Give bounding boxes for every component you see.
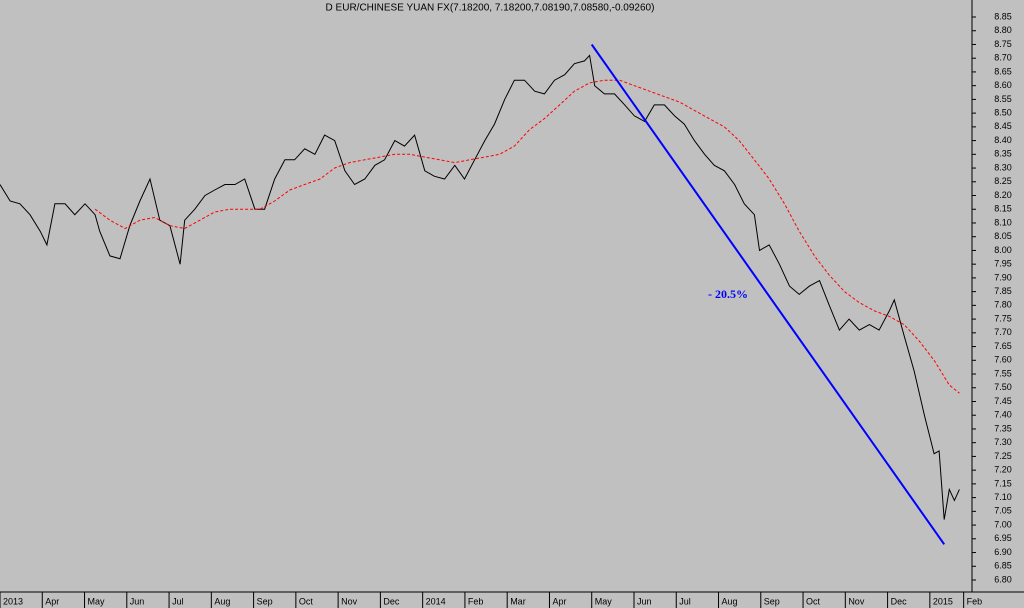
y-tick-label: 8.75 (994, 39, 1012, 49)
y-tick-label: 8.10 (994, 217, 1012, 227)
chart-title: D EUR/CHINESE YUAN FX(7.18200, 7.18200,7… (326, 3, 655, 14)
y-tick-label: 7.80 (994, 300, 1012, 310)
x-tick-label: Dec (891, 596, 908, 606)
y-tick-label: 7.00 (994, 519, 1012, 529)
x-tick-label: Jun (637, 596, 652, 606)
y-tick-label: 7.60 (994, 355, 1012, 365)
y-tick-label: 8.20 (994, 190, 1012, 200)
y-tick-label: 6.95 (994, 533, 1012, 543)
y-tick-label: 7.35 (994, 423, 1012, 433)
x-tick-label: May (88, 596, 106, 606)
y-tick-label: 7.20 (994, 465, 1012, 475)
y-tick-label: 8.45 (994, 121, 1012, 131)
y-tick-label: 8.65 (994, 66, 1012, 76)
y-tick-label: 7.70 (994, 327, 1012, 337)
y-tick-label: 7.40 (994, 410, 1012, 420)
y-tick-label: 8.05 (994, 231, 1012, 241)
x-tick-label: Jul (679, 596, 691, 606)
y-tick-label: 7.30 (994, 437, 1012, 447)
annotation: - 20.5% (708, 287, 748, 301)
x-tick-label: Oct (806, 596, 821, 606)
y-tick-label: 7.55 (994, 368, 1012, 378)
y-tick-label: 7.90 (994, 272, 1012, 282)
x-tick-label: Aug (722, 596, 738, 606)
series-line (94, 79, 960, 394)
x-tick-label: 2013 (3, 596, 23, 606)
y-tick-label: 7.85 (994, 286, 1012, 296)
y-tick-label: 8.00 (994, 245, 1012, 255)
x-tick-label: Nov (848, 596, 865, 606)
y-tick-label: 8.70 (994, 53, 1012, 63)
x-tick-label: Jun (130, 596, 145, 606)
y-tick-label: 8.85 (994, 11, 1012, 21)
x-tick-label: May (595, 596, 613, 606)
x-tick-label: Apr (45, 596, 59, 606)
y-tick-label: 8.60 (994, 80, 1012, 90)
y-tick-label: 6.80 (994, 574, 1012, 584)
x-tick-label: Aug (214, 596, 230, 606)
y-tick-label: 7.05 (994, 506, 1012, 516)
x-tick-label: 2015 (933, 596, 953, 606)
x-tick-label: Feb (468, 596, 484, 606)
series-line (590, 43, 946, 545)
y-tick-label: 7.95 (994, 259, 1012, 269)
y-tick-label: 8.15 (994, 204, 1012, 214)
y-tick-label: 8.50 (994, 107, 1012, 117)
series-line (0, 54, 960, 520)
y-tick-label: 6.90 (994, 547, 1012, 557)
x-tick-label: Oct (299, 596, 314, 606)
x-tick-label: Mar (510, 596, 526, 606)
x-tick-label: Jul (172, 596, 184, 606)
y-tick-label: 8.80 (994, 25, 1012, 35)
y-tick-label: 7.50 (994, 382, 1012, 392)
y-tick-label: 7.75 (994, 313, 1012, 323)
x-tick-label: Dec (383, 596, 400, 606)
x-tick-label: Apr (552, 596, 566, 606)
y-tick-label: 6.85 (994, 561, 1012, 571)
x-tick-label: Sep (257, 596, 273, 606)
x-tick-label: Sep (764, 596, 780, 606)
y-tick-label: 8.30 (994, 162, 1012, 172)
y-tick-label: 8.25 (994, 176, 1012, 186)
y-tick-label: 8.35 (994, 149, 1012, 159)
y-tick-label: 7.10 (994, 492, 1012, 502)
y-tick-label: 7.15 (994, 478, 1012, 488)
y-tick-label: 7.25 (994, 451, 1012, 461)
y-tick-label: 8.55 (994, 94, 1012, 104)
x-tick-label: Feb (967, 596, 983, 606)
y-tick-label: 8.40 (994, 135, 1012, 145)
y-tick-label: 7.45 (994, 396, 1012, 406)
x-tick-label: Nov (341, 596, 358, 606)
x-tick-label: 2014 (426, 596, 446, 606)
y-tick-label: 7.65 (994, 341, 1012, 351)
